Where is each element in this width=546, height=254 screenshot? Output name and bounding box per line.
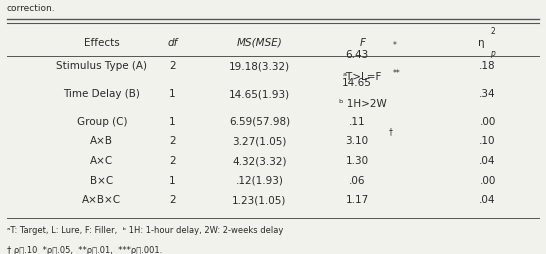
Text: 4.32(3.32): 4.32(3.32) [232, 156, 287, 166]
Text: p: p [490, 50, 495, 58]
Text: 14.65: 14.65 [342, 78, 372, 88]
Text: Stimulus Type (A): Stimulus Type (A) [56, 61, 147, 71]
Text: 1.30: 1.30 [346, 156, 369, 166]
Text: 1: 1 [169, 89, 176, 99]
Text: † ρ〈.10  *ρ〈.05,  **ρ〈.01,  ***ρ〈.001.: † ρ〈.10 *ρ〈.05, **ρ〈.01, ***ρ〈.001. [7, 246, 162, 254]
Text: df: df [168, 38, 177, 47]
Text: .00: .00 [479, 176, 496, 186]
Text: ᵃT>L=F: ᵃT>L=F [343, 72, 382, 82]
Text: 2: 2 [490, 27, 495, 36]
Text: B×C: B×C [90, 176, 114, 186]
Text: A×B×C: A×B×C [82, 195, 121, 205]
Text: .04: .04 [479, 195, 496, 205]
Text: 2: 2 [169, 195, 176, 205]
Text: ᵇ 1H>2W: ᵇ 1H>2W [339, 99, 387, 109]
Text: 6.59(57.98): 6.59(57.98) [229, 117, 290, 127]
Text: .10: .10 [479, 136, 496, 147]
Text: .34: .34 [479, 89, 496, 99]
Text: η: η [478, 38, 485, 47]
Text: A×B: A×B [91, 136, 114, 147]
Text: MS(MSE): MS(MSE) [236, 38, 282, 47]
Text: A×C: A×C [90, 156, 114, 166]
Text: *: * [393, 41, 396, 50]
Text: 2: 2 [169, 156, 176, 166]
Text: .11: .11 [349, 117, 365, 127]
Text: 1: 1 [169, 176, 176, 186]
Text: F: F [360, 38, 366, 47]
Text: 6.43: 6.43 [346, 50, 369, 60]
Text: 2: 2 [169, 61, 176, 71]
Text: .00: .00 [479, 117, 496, 127]
Text: 3.10: 3.10 [346, 136, 369, 147]
Text: 2: 2 [169, 136, 176, 147]
Text: Group (C): Group (C) [76, 117, 127, 127]
Text: †: † [389, 128, 393, 137]
Text: .06: .06 [349, 176, 365, 186]
Text: 14.65(1.93): 14.65(1.93) [229, 89, 290, 99]
Text: .12(1.93): .12(1.93) [235, 176, 283, 186]
Text: .18: .18 [479, 61, 496, 71]
Text: 1: 1 [169, 117, 176, 127]
Text: 19.18(3.32): 19.18(3.32) [229, 61, 290, 71]
Text: **: ** [393, 69, 400, 78]
Text: Effects: Effects [84, 38, 120, 47]
Text: Time Delay (B): Time Delay (B) [63, 89, 140, 99]
Text: .04: .04 [479, 156, 496, 166]
Text: 1.23(1.05): 1.23(1.05) [232, 195, 287, 205]
Text: ᵃT: Target, L: Lure, F: Filler,  ᵇ 1H: 1-hour delay, 2W: 2-weeks delay: ᵃT: Target, L: Lure, F: Filler, ᵇ 1H: 1-… [7, 226, 283, 235]
Text: 3.27(1.05): 3.27(1.05) [232, 136, 287, 147]
Text: correction.: correction. [7, 5, 56, 13]
Text: 1.17: 1.17 [346, 195, 369, 205]
